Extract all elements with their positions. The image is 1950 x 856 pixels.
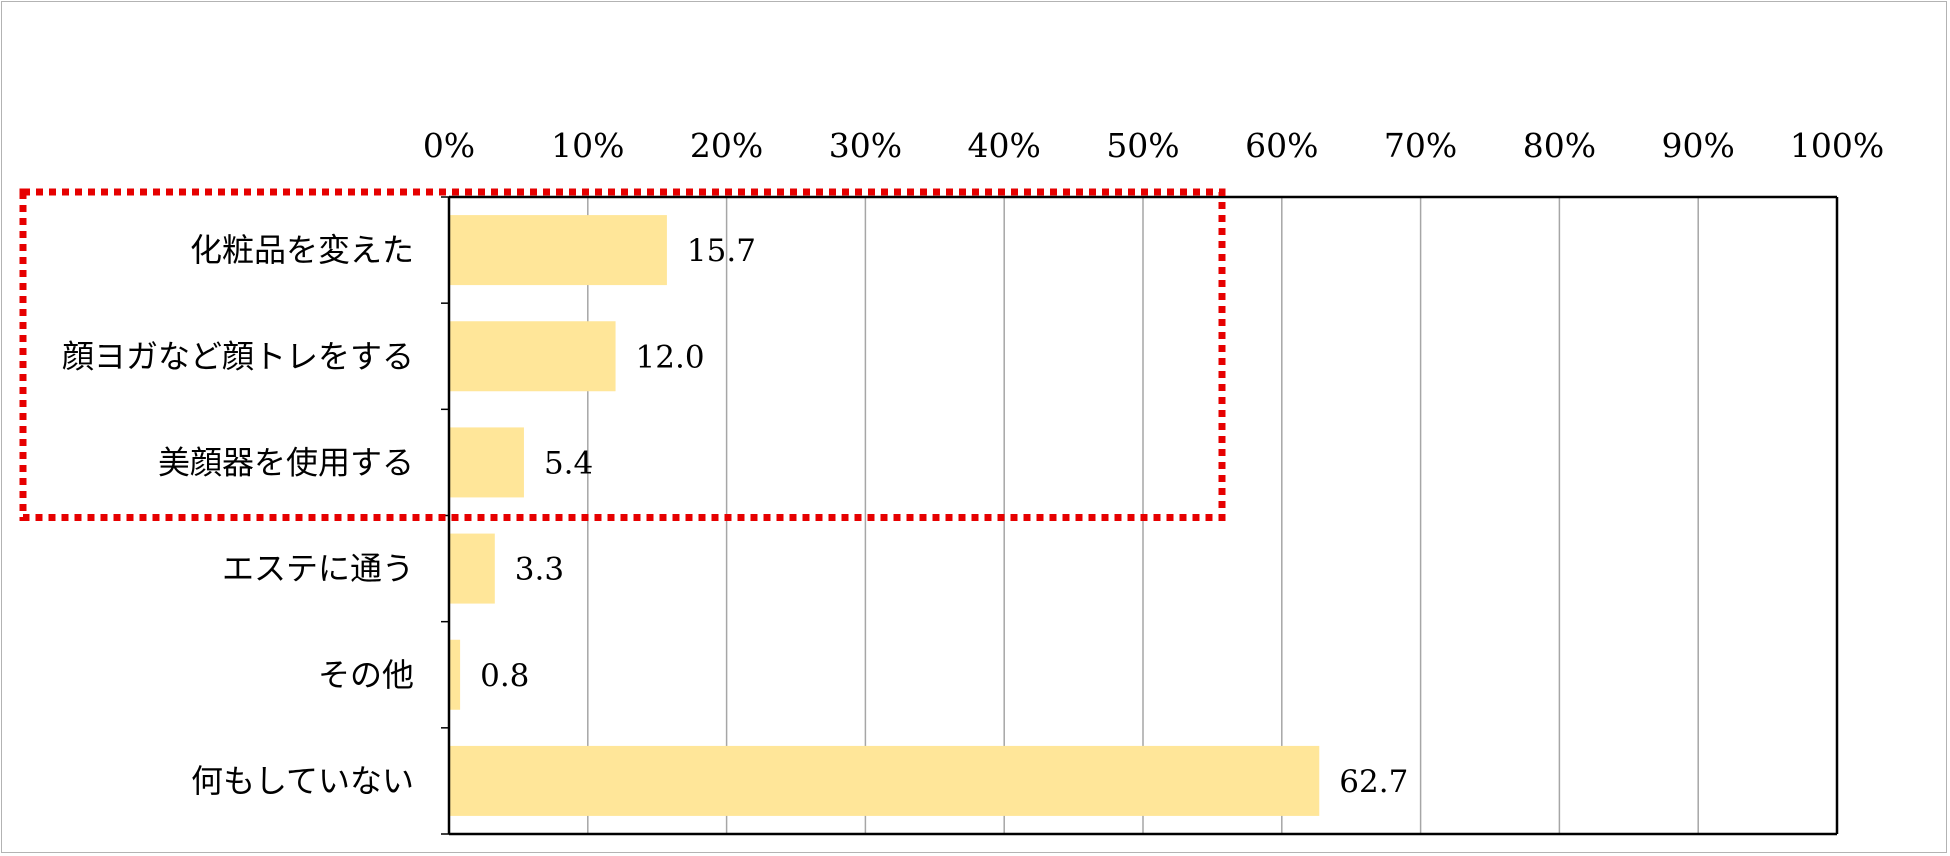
- data-label: 3.3: [515, 552, 564, 588]
- x-tick-label: 10%: [551, 126, 624, 165]
- bar: [449, 321, 616, 392]
- data-label: 5.4: [544, 445, 593, 481]
- highlight-box: [19, 188, 1226, 521]
- category-label: 美顔器を使用する: [158, 443, 414, 481]
- data-label: 12.0: [636, 339, 705, 375]
- x-tick-label: 90%: [1662, 126, 1735, 165]
- x-tick-label: 60%: [1245, 126, 1318, 165]
- x-tick-label: 100%: [1790, 126, 1884, 165]
- x-tick-label: 20%: [690, 126, 763, 165]
- x-tick-label: 70%: [1384, 126, 1457, 165]
- x-tick-label: 40%: [968, 126, 1041, 165]
- category-label: 化粧品を変えた: [190, 231, 414, 269]
- x-tick-label: 80%: [1523, 126, 1596, 165]
- x-tick-label: 50%: [1106, 126, 1179, 165]
- category-label: 何もしていない: [191, 762, 414, 800]
- category-label: エステに通う: [222, 550, 414, 588]
- bar: [449, 745, 1320, 816]
- x-tick-label: 30%: [829, 126, 902, 165]
- bar: [449, 533, 495, 604]
- bar: [449, 639, 461, 710]
- data-label: 15.7: [687, 233, 756, 269]
- data-label: 0.8: [480, 658, 529, 694]
- category-label: その他: [318, 656, 414, 694]
- bar: [449, 215, 667, 286]
- data-label: 62.7: [1339, 764, 1408, 800]
- bar: [449, 427, 524, 498]
- category-label: 顔ヨガなど顔トレをする: [62, 337, 414, 375]
- x-tick-label: 0%: [423, 126, 475, 165]
